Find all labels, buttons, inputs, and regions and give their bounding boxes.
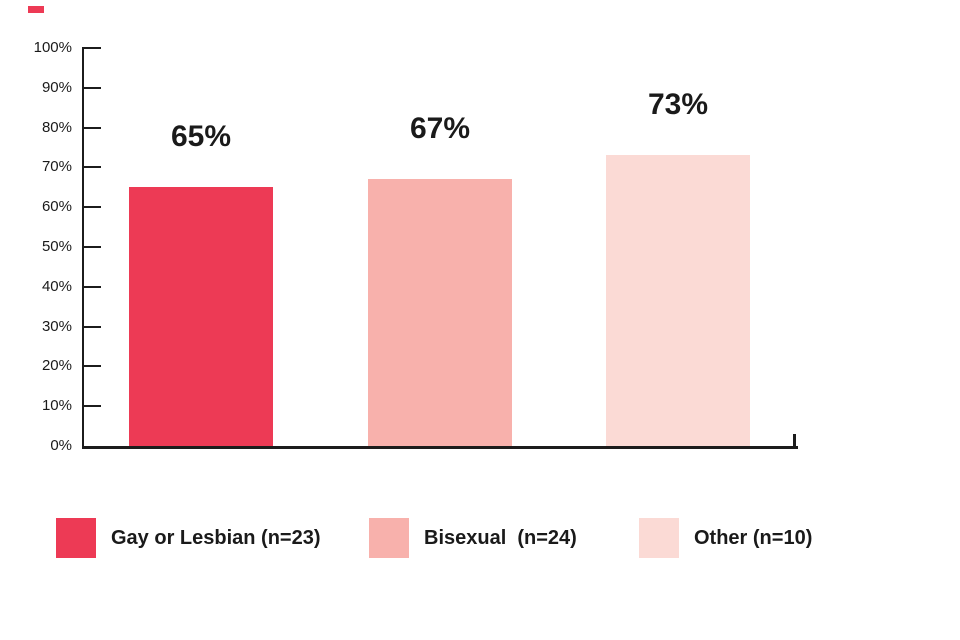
y-axis-tick-label: 100% bbox=[33, 39, 72, 56]
y-axis-tick bbox=[84, 285, 101, 288]
y-axis-tick bbox=[84, 47, 101, 49]
x-axis-end-tick bbox=[793, 434, 796, 446]
x-axis-line bbox=[82, 446, 798, 449]
corner-dash bbox=[28, 6, 44, 13]
y-axis-tick-label: 80% bbox=[41, 118, 72, 136]
bar-bisexual-n-24 bbox=[368, 179, 512, 446]
legend-swatch bbox=[369, 518, 409, 558]
y-axis-tick bbox=[84, 325, 101, 328]
y-axis-tick-label: 0% bbox=[50, 437, 72, 454]
y-axis-tick bbox=[84, 86, 101, 89]
y-axis-tick-label: 50% bbox=[41, 238, 72, 255]
y-axis-tick-label: 70% bbox=[41, 158, 72, 176]
bar-gay-or-lesbian-n-23 bbox=[129, 187, 273, 446]
bar-value-label: 73% bbox=[647, 88, 709, 121]
y-axis-tick bbox=[84, 166, 101, 169]
legend-swatch bbox=[56, 518, 96, 558]
legend-label: Bisexual (n=24) bbox=[424, 527, 577, 549]
y-axis-tick-label: 20% bbox=[41, 357, 72, 375]
bar-value-label: 67% bbox=[409, 112, 471, 145]
y-axis-tick bbox=[84, 405, 101, 408]
y-axis-line bbox=[82, 47, 84, 449]
y-axis-tick bbox=[84, 246, 101, 248]
bar-other-n-10 bbox=[606, 155, 750, 446]
y-axis-tick-label: 90% bbox=[41, 78, 72, 96]
legend-label: Gay or Lesbian (n=23) bbox=[111, 527, 321, 549]
y-axis-tick-label: 30% bbox=[41, 317, 72, 335]
legend-swatch bbox=[639, 518, 679, 558]
y-axis-tick bbox=[84, 126, 101, 129]
legend-label: Other (n=10) bbox=[694, 527, 813, 549]
y-axis-tick-label: 60% bbox=[41, 198, 72, 216]
bar-value-label: 65% bbox=[170, 120, 232, 153]
y-axis-tick-label: 40% bbox=[41, 277, 72, 295]
y-axis-tick bbox=[84, 206, 101, 209]
y-axis-tick-label: 10% bbox=[41, 397, 72, 415]
y-axis-tick bbox=[84, 365, 101, 368]
